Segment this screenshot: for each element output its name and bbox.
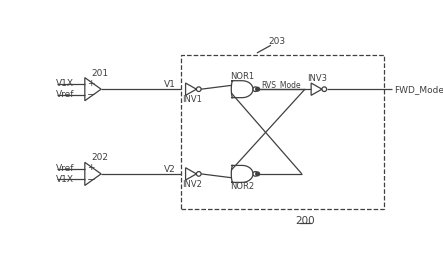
Text: NOR2: NOR2 (230, 182, 254, 191)
Text: NOR1: NOR1 (230, 72, 254, 81)
Text: −: − (87, 90, 95, 100)
Circle shape (256, 172, 260, 176)
Text: INV2: INV2 (182, 180, 202, 189)
Text: V1: V1 (164, 80, 176, 89)
Text: V1X: V1X (56, 79, 74, 88)
Text: V2: V2 (164, 165, 176, 174)
Text: +: + (87, 163, 95, 172)
Text: 200: 200 (295, 216, 315, 226)
Text: 201: 201 (91, 69, 108, 78)
Circle shape (253, 172, 258, 176)
Text: FWD_Mode: FWD_Mode (394, 85, 443, 94)
Circle shape (322, 87, 326, 91)
Text: INV3: INV3 (307, 74, 327, 83)
Text: +: + (87, 79, 95, 88)
Text: INV1: INV1 (182, 95, 202, 105)
Circle shape (256, 87, 260, 91)
Circle shape (253, 87, 258, 91)
Text: V1X: V1X (56, 175, 74, 184)
Bar (181, 54, 384, 209)
Circle shape (196, 87, 201, 91)
Text: RVS_Mode: RVS_Mode (261, 80, 301, 89)
Text: 202: 202 (91, 153, 108, 162)
Circle shape (196, 172, 201, 176)
Text: 203: 203 (268, 37, 286, 46)
Text: −: − (87, 175, 95, 185)
Text: Vref: Vref (56, 90, 75, 99)
Text: Vref: Vref (56, 164, 75, 173)
